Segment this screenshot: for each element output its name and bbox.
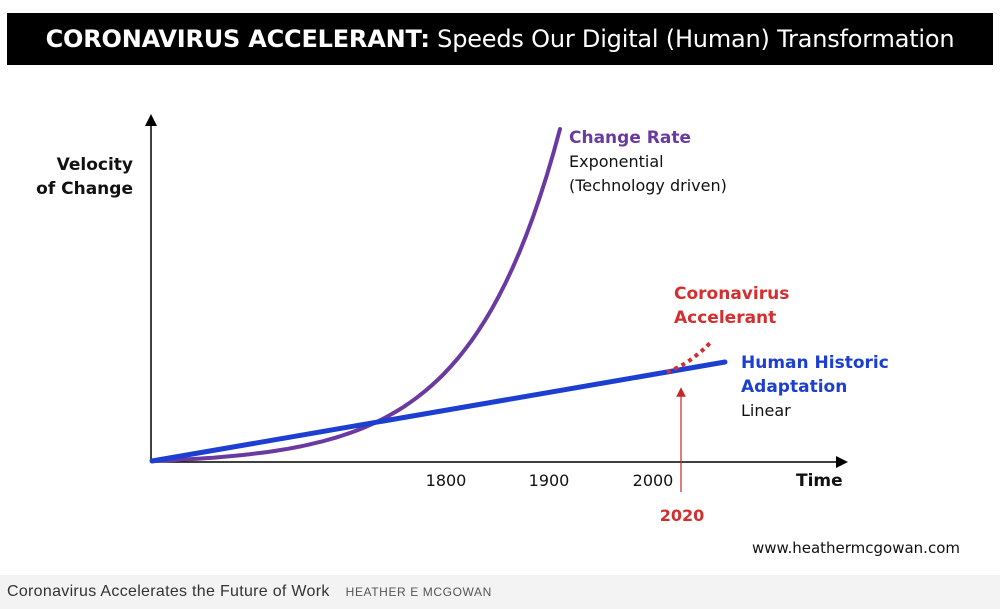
y-axis-label-line-1: Velocity <box>57 155 133 175</box>
chart-title-bold: CORONAVIRUS ACCELERANT: <box>45 25 430 53</box>
caption-credit: HEATHER E MCGOWAN <box>345 585 492 599</box>
x-tick-label-1900: 1900 <box>529 471 570 490</box>
series-line-coronavirus-accelerant <box>666 339 714 374</box>
series-label-human-1: Human Historic <box>741 353 889 373</box>
series-label-coronavirus-1: Coronavirus <box>674 284 789 304</box>
series-desc-change-rate-1: Exponential <box>569 152 664 171</box>
series-label-change-rate: Change Rate <box>569 128 691 148</box>
series-label-human-2: Adaptation <box>741 377 847 397</box>
chart-title-banner: CORONAVIRUS ACCELERANT: Speeds Our Digit… <box>7 13 993 65</box>
series-desc-human: Linear <box>741 401 791 420</box>
series-line-human-adaptation <box>149 359 728 464</box>
x-axis-label: Time <box>796 471 843 491</box>
series-line-change-rate <box>150 127 562 463</box>
y-axis-label-line-2: of Change <box>36 179 133 199</box>
caption-text: Coronavirus Accelerates the Future of Wo… <box>7 583 330 600</box>
marker-2020-label: 2020 <box>660 506 705 525</box>
chart-title: CORONAVIRUS ACCELERANT: Speeds Our Digit… <box>46 25 955 53</box>
chart-plot: Velocity of Change Time 1800 1900 2000 2… <box>36 114 960 557</box>
chart-title-rest: Speeds Our Digital (Human) Transformatio… <box>437 25 955 53</box>
source-url: www.heathermcgowan.com <box>752 539 960 557</box>
series-label-coronavirus-2: Accelerant <box>674 308 776 328</box>
x-tick-label-1800: 1800 <box>426 471 467 490</box>
caption-bar: Coronavirus Accelerates the Future of Wo… <box>0 575 1000 609</box>
series-desc-change-rate-2: (Technology driven) <box>569 176 727 195</box>
x-tick-label-2000: 2000 <box>633 471 674 490</box>
